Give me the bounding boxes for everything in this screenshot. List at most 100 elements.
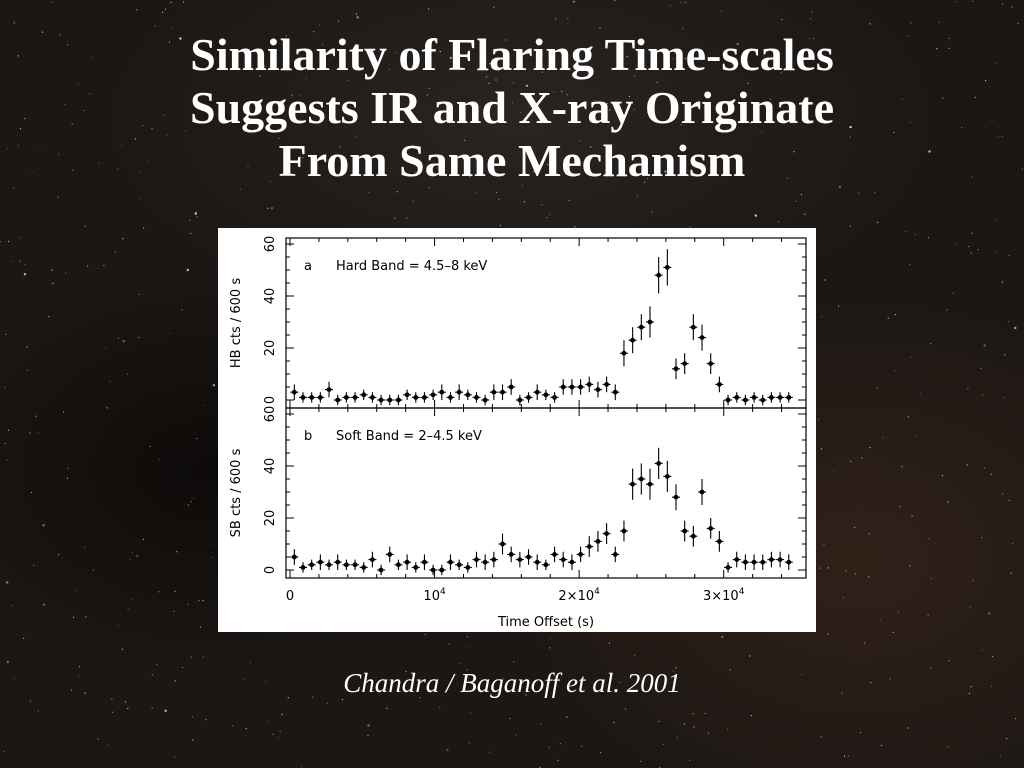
point-marker (560, 557, 566, 562)
star (555, 18, 557, 20)
title-line-3: From Same Mechanism (278, 135, 746, 186)
data-point (567, 379, 576, 395)
star (299, 94, 301, 96)
star (162, 11, 164, 13)
star (568, 199, 570, 202)
point-marker (708, 526, 714, 531)
star (919, 392, 921, 394)
star (42, 524, 45, 527)
data-point (359, 562, 368, 573)
star (992, 655, 994, 657)
star (448, 643, 450, 645)
star (182, 1, 184, 3)
star (164, 709, 167, 712)
star (124, 701, 126, 703)
star (129, 558, 131, 561)
star (684, 1, 686, 3)
star (593, 100, 595, 102)
star (475, 192, 477, 194)
data-point (680, 520, 689, 542)
star (985, 79, 987, 82)
star (4, 386, 6, 388)
star (355, 135, 358, 138)
star (158, 458, 160, 460)
point-marker (317, 559, 323, 565)
star (493, 6, 495, 8)
star (800, 193, 803, 196)
point-marker (335, 559, 341, 565)
star (843, 755, 846, 757)
star (669, 5, 671, 7)
data-point (489, 551, 498, 568)
point-marker (552, 395, 557, 400)
star (892, 631, 895, 634)
data-point (325, 559, 334, 570)
star (813, 38, 815, 40)
star (58, 153, 60, 155)
star (19, 237, 21, 239)
star (970, 252, 972, 254)
data-point (741, 394, 750, 406)
star (179, 37, 182, 40)
star (827, 633, 829, 635)
data-point (290, 549, 299, 565)
star (747, 82, 749, 84)
star (185, 130, 187, 132)
data-point (472, 392, 481, 403)
data-point (672, 358, 681, 380)
star (156, 664, 158, 666)
star (821, 315, 823, 318)
star (613, 721, 615, 724)
point-marker (500, 541, 505, 547)
point-marker (378, 397, 384, 403)
star (947, 746, 949, 748)
star (849, 125, 852, 129)
star (664, 68, 666, 70)
star (37, 710, 39, 712)
point-marker (586, 544, 592, 549)
star (512, 82, 515, 84)
y-tick-label: 0 (263, 396, 278, 404)
star (122, 340, 125, 343)
star (870, 682, 872, 684)
point-marker (508, 552, 514, 557)
star (412, 200, 414, 202)
star (0, 241, 2, 243)
data-point (524, 392, 533, 403)
y-axis-label: SB cts / 600 s (229, 448, 244, 537)
star (845, 570, 847, 572)
star (525, 84, 529, 88)
data-point (758, 554, 767, 570)
star (368, 191, 370, 194)
data-point (307, 559, 316, 570)
star (519, 111, 521, 113)
point-marker (517, 557, 523, 562)
star (793, 151, 795, 153)
point-marker (343, 395, 349, 400)
star (394, 217, 396, 219)
star (689, 226, 691, 228)
star (579, 140, 581, 142)
star (887, 317, 889, 319)
star (172, 28, 174, 30)
star (489, 63, 491, 65)
point-marker (595, 539, 601, 544)
data-point (576, 379, 585, 395)
star (893, 132, 895, 134)
star (143, 227, 145, 229)
data-point (706, 353, 715, 374)
data-point (732, 392, 741, 403)
data-point (541, 389, 550, 400)
star (24, 263, 26, 265)
data-point (654, 447, 663, 479)
slide-caption: Chandra / Baganoff et al. 2001 (343, 668, 681, 698)
star (894, 370, 897, 372)
star (11, 605, 13, 607)
data-point (724, 394, 733, 406)
data-point (776, 551, 785, 568)
star (166, 134, 168, 136)
star (879, 618, 882, 621)
data-point (550, 546, 559, 563)
star (19, 260, 21, 262)
star (307, 61, 309, 63)
